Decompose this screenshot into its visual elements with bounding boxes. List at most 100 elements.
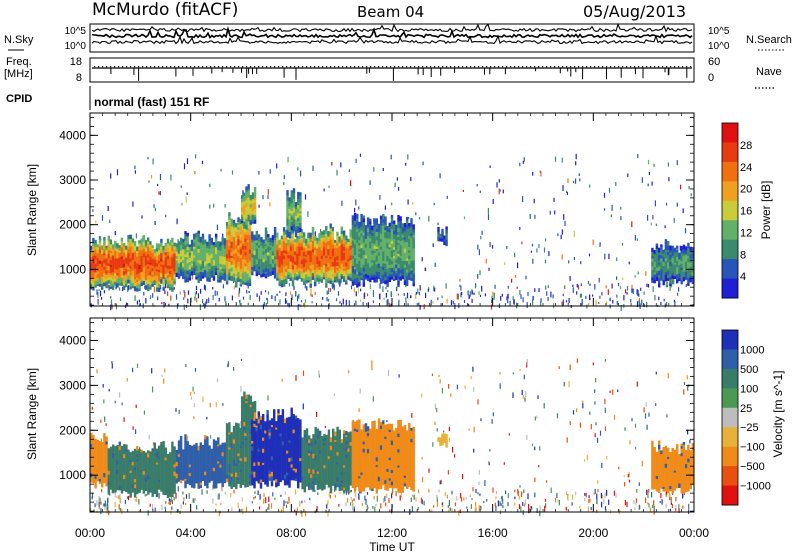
scatter-cell <box>673 218 675 223</box>
echo-cell <box>247 199 250 203</box>
echo-cell <box>129 234 132 239</box>
echo-cell <box>658 266 661 271</box>
echo-cell <box>138 471 141 476</box>
echo-cell <box>138 276 141 280</box>
nave-dot <box>414 66 416 68</box>
scatter-cell <box>304 284 306 289</box>
echo-cell <box>327 266 330 271</box>
echo-cell <box>164 266 167 272</box>
echo-cell <box>302 240 306 243</box>
echo-cell <box>397 227 400 232</box>
echo-cell <box>98 449 102 454</box>
echo-cell <box>393 278 396 282</box>
echo-cell <box>297 200 300 206</box>
echo-cell <box>371 238 374 244</box>
echo-cell <box>302 236 306 239</box>
scatter-cell <box>386 299 388 306</box>
echo-cell <box>215 233 218 237</box>
echo-cell <box>193 246 196 250</box>
echo-cell <box>94 284 97 288</box>
echo-cell <box>300 229 304 234</box>
nave-dot <box>466 66 468 68</box>
scatter-cell <box>354 490 356 494</box>
echo-cell <box>109 485 113 490</box>
scatter-cell <box>375 504 377 507</box>
scatter-cell <box>183 497 185 501</box>
echo-cell <box>334 251 337 256</box>
echo-cell <box>288 197 291 202</box>
echo-cell <box>669 278 672 284</box>
echo-cell <box>297 217 300 222</box>
echo-cell <box>349 255 352 258</box>
echo-cell <box>406 267 409 270</box>
echo-cell <box>393 264 396 268</box>
scatter-cell <box>606 489 608 496</box>
echo-cell <box>264 231 268 236</box>
nave-dot <box>154 66 156 68</box>
scatter-cell <box>487 214 490 220</box>
echo-cell <box>338 245 341 251</box>
scatter-cell <box>242 296 245 300</box>
echo-cell <box>138 240 141 244</box>
nave-dot <box>526 66 528 68</box>
scatter-cell <box>644 413 647 419</box>
echo-cell <box>116 261 119 266</box>
echo-cell <box>118 452 121 457</box>
echo-cell <box>382 280 385 284</box>
echo-cell <box>244 234 247 237</box>
echo-cell <box>353 275 357 279</box>
echo-cell <box>241 233 245 237</box>
echo-cell <box>351 228 355 233</box>
echo-cell <box>228 241 231 246</box>
echo-cell <box>382 278 385 282</box>
echo-cell <box>366 248 370 253</box>
echo-cell <box>393 235 396 240</box>
echo-cell <box>241 216 244 221</box>
echo-cell <box>182 248 185 254</box>
scatter-cell <box>441 387 443 394</box>
echo-cell <box>336 265 339 268</box>
echo-cell <box>237 279 240 282</box>
echo-cell <box>101 463 104 468</box>
echo-cell <box>673 252 677 258</box>
echo-cell <box>397 224 400 229</box>
echo-cell <box>217 264 220 269</box>
scatter-cell <box>562 185 564 192</box>
scatter-cell <box>682 505 684 509</box>
echo-cell <box>120 280 124 283</box>
echo-cell <box>366 251 370 257</box>
scatter-cell <box>521 241 523 245</box>
echo-cell <box>309 268 312 272</box>
scatter-cell <box>588 303 590 306</box>
echo-cell <box>382 269 385 275</box>
scatter-cell <box>493 296 495 300</box>
echo-cell <box>327 251 330 256</box>
echo-cell <box>223 259 227 265</box>
echo-cell <box>667 261 670 265</box>
scatter-cell <box>222 233 224 240</box>
echo-cell <box>138 278 141 282</box>
echo-cell <box>239 248 242 253</box>
nave-dot <box>654 66 656 68</box>
scatter-cell <box>635 498 637 503</box>
scatter-cell <box>533 198 535 204</box>
echo-cell <box>144 272 148 276</box>
echo-cell <box>147 263 150 267</box>
echo-cell <box>662 275 665 281</box>
echo-cell <box>184 237 187 241</box>
scatter-cell <box>135 429 137 435</box>
echo-cell <box>278 239 281 245</box>
echo-cell <box>300 255 304 261</box>
echo-cell <box>133 448 137 454</box>
echo-cell <box>676 270 679 275</box>
echo-cell <box>94 265 97 270</box>
scatter-cell <box>572 284 574 287</box>
echo-cell <box>327 260 330 264</box>
echo-cell <box>116 265 119 270</box>
echo-cell <box>353 239 357 244</box>
echo-cell <box>215 241 218 246</box>
echo-cell <box>441 235 444 239</box>
echo-cell <box>410 226 413 230</box>
echo-cell <box>278 278 281 282</box>
echo-cell <box>673 262 677 265</box>
